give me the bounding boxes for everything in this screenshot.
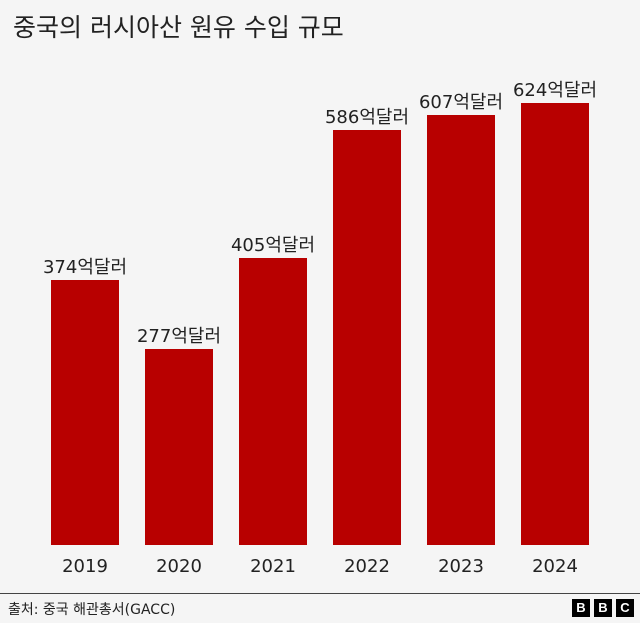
logo-letter-b1: B	[572, 599, 590, 617]
x-axis-label: 2020	[156, 556, 202, 577]
source-note: 출처: 중국 해관총서(GACC)	[8, 602, 176, 618]
bar-chart: 374억달러 2019 277억달러 2020 405억달러 2021 586억달러 2022…	[42, 80, 598, 577]
bar-2019	[51, 280, 119, 545]
bar-2022	[333, 129, 401, 545]
value-label: 586억달러	[324, 106, 410, 128]
x-axis-label: 2021	[250, 556, 296, 577]
logo-letter-b2: B	[594, 599, 612, 617]
bar-2023	[427, 115, 495, 545]
x-axis-label: 2022	[344, 556, 390, 577]
value-label: 405억달러	[230, 235, 316, 257]
value-label: 277억달러	[136, 325, 222, 347]
footer-divider	[0, 593, 640, 594]
x-axis-label: 2019	[62, 556, 108, 577]
bar-2021	[239, 258, 307, 545]
bar-2020	[145, 348, 213, 545]
bar-2024	[521, 103, 589, 545]
bbc-logo: B B C	[572, 599, 634, 617]
value-label: 374억달러	[42, 257, 128, 279]
x-axis-label: 2024	[532, 556, 578, 577]
value-label: 607억달러	[418, 92, 504, 114]
chart-title: 중국의 러시아산 원유 수입 규모	[13, 13, 344, 42]
logo-letter-c: C	[616, 599, 634, 617]
value-label: 624억달러	[512, 80, 598, 101]
x-axis-label: 2023	[438, 556, 484, 577]
